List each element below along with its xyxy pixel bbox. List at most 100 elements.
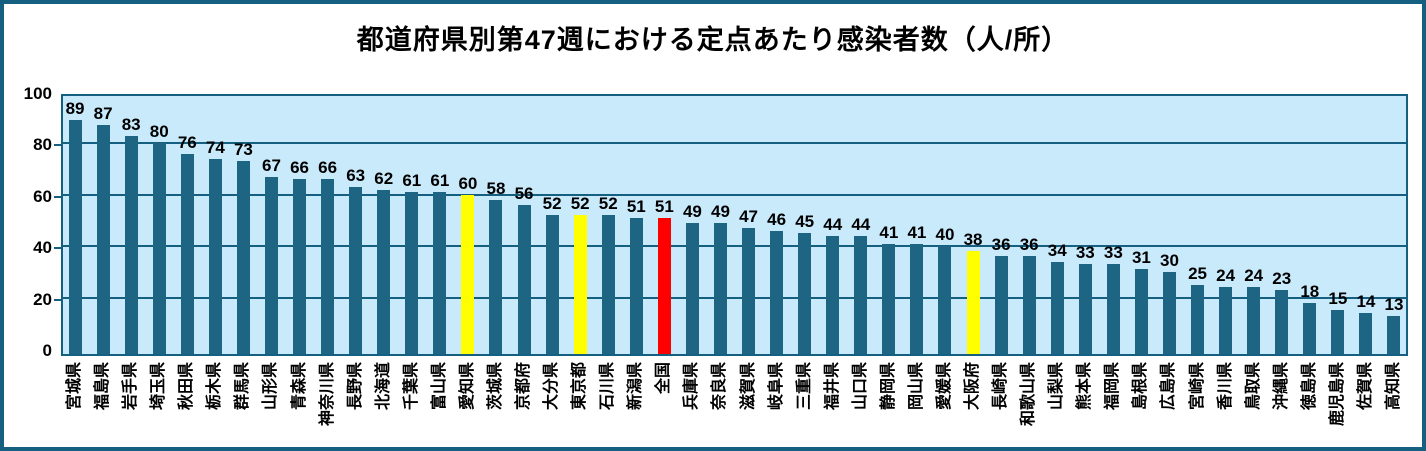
bar-東京都 (573, 215, 587, 354)
x-category-label-鳥取県: 鳥取県 (1244, 362, 1262, 411)
x-category-label-宮城県: 宮城県 (66, 362, 84, 411)
value-label-京都府: 56 (514, 184, 534, 204)
value-label-兵庫県: 49 (682, 202, 702, 222)
bar-徳島県 (1303, 302, 1317, 354)
x-category-label-佐賀県: 佐賀県 (1356, 362, 1374, 411)
value-label-大阪府: 38 (963, 230, 983, 250)
bar-静岡県 (882, 243, 896, 354)
bar-沖縄県 (1275, 289, 1289, 354)
x-category-label-島根県: 島根県 (1132, 362, 1150, 411)
x-category-label-富山県: 富山県 (430, 362, 448, 411)
x-category-label-福岡県: 福岡県 (1104, 362, 1122, 411)
value-label-千葉県: 61 (402, 171, 422, 191)
x-category-label-長野県: 長野県 (346, 362, 364, 411)
value-label-福岡県: 33 (1103, 243, 1123, 263)
value-label-鳥取県: 24 (1244, 266, 1264, 286)
x-category-label-茨城県: 茨城県 (486, 362, 504, 411)
bar-埼玉県 (152, 143, 166, 354)
x-category-label-奈良県: 奈良県 (711, 362, 729, 411)
bar-石川県 (601, 215, 615, 354)
x-category-label-神奈川県: 神奈川県 (318, 362, 336, 427)
bar-長崎県 (994, 256, 1008, 354)
y-tick-label-100: 100 (23, 84, 52, 103)
x-category-label-長崎県: 長崎県 (992, 362, 1010, 411)
x-category-label-愛媛県: 愛媛県 (935, 362, 953, 411)
bar-群馬県 (236, 161, 250, 354)
value-label-福井県: 44 (823, 214, 843, 234)
bar-山形県 (264, 176, 278, 354)
bar-熊本県 (1078, 264, 1092, 354)
x-category-label-静岡県: 静岡県 (879, 362, 897, 411)
value-label-高知県: 13 (1384, 294, 1404, 314)
value-label-福島県: 87 (93, 104, 113, 124)
value-label-神奈川県: 66 (318, 158, 338, 178)
x-category-label-大分県: 大分県 (543, 362, 561, 411)
plot-area: 89 87 83 80 76 74 73 67 66 66 63 62 61 61 60 58 56 52 52 52… (61, 94, 1408, 356)
value-label-奈良県: 49 (711, 202, 730, 222)
x-category-label-埼玉県: 埼玉県 (150, 362, 168, 411)
x-category-label-滋賀県: 滋賀県 (739, 362, 757, 411)
value-label-静岡県: 41 (879, 222, 899, 242)
y-tick-mark-80 (54, 144, 61, 147)
value-label-熊本県: 33 (1075, 243, 1095, 263)
bar-鳥取県 (1247, 287, 1261, 354)
value-label-島根県: 31 (1131, 248, 1151, 268)
x-category-label-愛知県: 愛知県 (458, 362, 476, 411)
y-tick-mark-60 (54, 195, 61, 198)
value-label-香川県: 24 (1216, 266, 1236, 286)
value-label-岐阜県: 46 (767, 209, 787, 229)
bar-滋賀県 (742, 228, 756, 354)
y-tick-label-80: 80 (33, 135, 52, 155)
value-label-和歌山県: 36 (1019, 235, 1039, 255)
bar-三重県 (798, 233, 812, 354)
x-category-label-徳島県: 徳島県 (1300, 362, 1318, 411)
value-label-栃木県: 74 (205, 137, 225, 157)
y-tick-label-60: 60 (33, 186, 52, 206)
value-label-広島県: 30 (1160, 250, 1179, 270)
x-category-label-岩手県: 岩手県 (122, 362, 140, 411)
x-category-label-京都府: 京都府 (515, 362, 533, 411)
gridline-80 (63, 142, 1406, 145)
bar-秋田県 (180, 153, 194, 354)
value-label-宮城県: 89 (65, 99, 85, 119)
value-label-三重県: 45 (795, 212, 815, 232)
bar-福島県 (96, 125, 110, 354)
x-category-label-岡山県: 岡山県 (907, 362, 925, 411)
value-label-徳島県: 18 (1300, 281, 1320, 301)
value-label-東京都: 52 (570, 194, 590, 214)
x-category-label-鹿児島県: 鹿児島県 (1328, 362, 1346, 427)
bar-宮崎県 (1191, 284, 1205, 354)
value-label-鹿児島県: 15 (1328, 289, 1348, 309)
value-label-山形県: 67 (262, 155, 281, 175)
value-label-富山県: 61 (430, 171, 450, 191)
bar-富山県 (433, 192, 447, 354)
bar-大分県 (545, 215, 559, 354)
y-tick-label-0: 0 (42, 341, 52, 360)
value-label-長崎県: 36 (991, 235, 1011, 255)
y-tick-mark-40 (54, 247, 61, 250)
value-label-岡山県: 41 (907, 222, 927, 242)
bar-全国 (657, 217, 671, 354)
bar-高知県 (1387, 315, 1401, 354)
x-category-label-東京都: 東京都 (571, 362, 589, 411)
value-label-岩手県: 83 (121, 114, 141, 134)
value-label-長野県: 63 (346, 166, 366, 186)
x-category-label-千葉県: 千葉県 (402, 362, 420, 411)
bar-北海道 (377, 189, 391, 354)
bar-佐賀県 (1359, 313, 1373, 354)
bar-大阪府 (966, 251, 980, 354)
bar-岐阜県 (770, 230, 784, 354)
x-category-label-山口県: 山口県 (851, 362, 869, 411)
bar-宮城県 (68, 120, 82, 354)
bar-奈良県 (713, 223, 727, 354)
value-label-埼玉県: 80 (149, 122, 169, 142)
bar-栃木県 (208, 158, 222, 354)
bar-山口県 (854, 235, 868, 354)
x-category-label-福島県: 福島県 (94, 362, 112, 411)
x-category-label-全国: 全国 (655, 362, 673, 395)
bar-京都府 (517, 205, 531, 354)
bar-香川県 (1219, 287, 1233, 354)
x-category-label-宮崎県: 宮崎県 (1188, 362, 1206, 411)
x-category-label-熊本県: 熊本県 (1076, 362, 1094, 411)
bar-鹿児島県 (1331, 310, 1345, 354)
